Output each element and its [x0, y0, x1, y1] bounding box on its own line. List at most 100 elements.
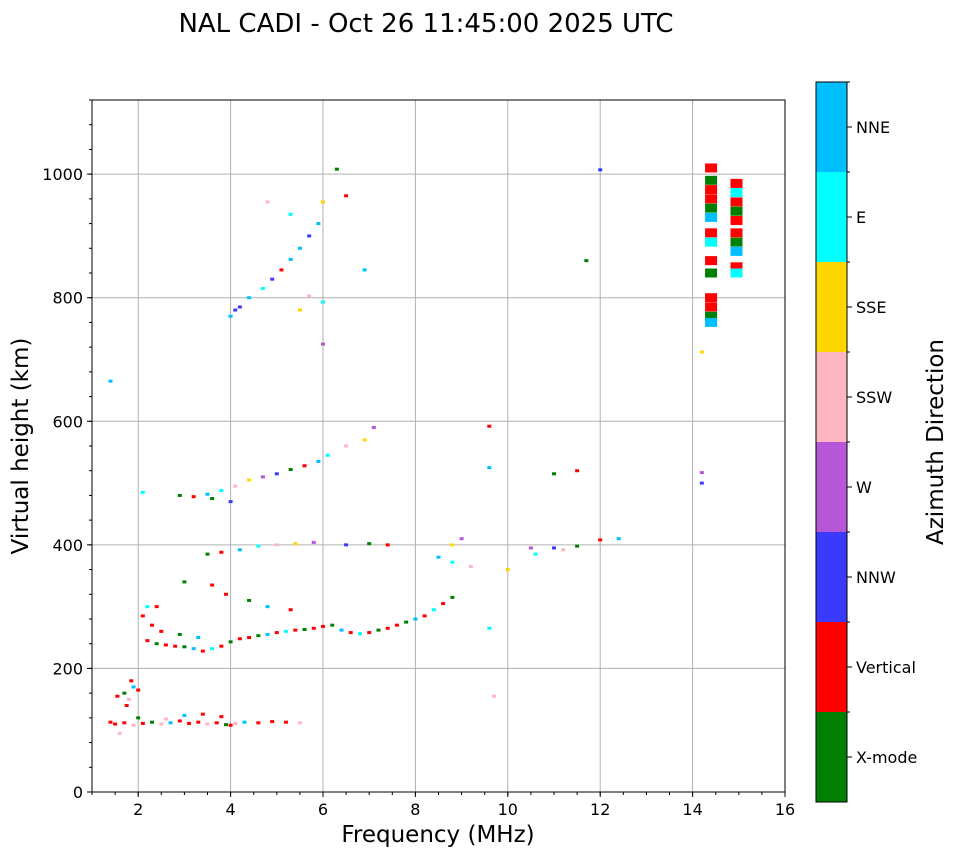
- echo-point: [321, 342, 325, 346]
- echo-point: [367, 631, 372, 635]
- echo-point: [163, 643, 168, 647]
- echo-point: [552, 546, 556, 550]
- echo-point: [705, 268, 718, 278]
- echo-point: [705, 228, 718, 238]
- echo-point: [705, 256, 718, 266]
- echo-point: [205, 492, 210, 496]
- echo-point: [367, 542, 372, 546]
- y-axis-label: Virtual height (km): [8, 338, 34, 555]
- echo-point: [150, 623, 155, 627]
- colorbar-tick-label: W: [856, 478, 872, 497]
- echo-point: [321, 624, 325, 628]
- echo-point: [228, 500, 233, 504]
- echo-point: [288, 467, 293, 471]
- echo-point: [699, 481, 704, 485]
- echo-point: [339, 628, 344, 632]
- echo-point: [487, 626, 492, 630]
- echo-point: [191, 495, 196, 499]
- echo-point: [575, 469, 580, 473]
- echo-point: [321, 200, 325, 204]
- echo-point: [385, 543, 390, 547]
- echo-point: [533, 552, 538, 556]
- echo-point: [699, 471, 704, 475]
- echo-point: [223, 723, 228, 727]
- echo-point: [219, 488, 224, 492]
- echo-point: [450, 560, 455, 564]
- echo-point: [730, 215, 743, 225]
- echo-point: [168, 721, 173, 725]
- colorbar-segment: [816, 442, 847, 532]
- echo-point: [210, 497, 215, 501]
- echo-point: [177, 493, 182, 497]
- echo-point: [265, 605, 270, 609]
- echo-point: [233, 484, 238, 488]
- y-axis: 0 200 400 600 800 1000: [42, 99, 92, 802]
- colorbar: X-mode Vertical NNW W SSW SSE E NNE: [815, 81, 917, 803]
- echo-point: [413, 617, 418, 621]
- echo-point: [145, 639, 150, 643]
- x-tick-label: 10: [498, 800, 518, 819]
- echo-point: [422, 614, 427, 618]
- echo-point: [705, 194, 718, 204]
- echo-point: [136, 688, 141, 692]
- echo-point: [705, 203, 718, 213]
- echo-point: [140, 721, 145, 725]
- echo-point: [113, 722, 118, 726]
- x-tick-label: 8: [410, 800, 420, 819]
- echo-point: [491, 694, 496, 698]
- echo-point: [140, 490, 145, 494]
- echo-point: [247, 598, 252, 602]
- echo-point: [344, 543, 349, 547]
- echo-point: [371, 425, 376, 429]
- echo-point: [293, 628, 298, 632]
- echo-point: [699, 350, 704, 354]
- echo-point: [131, 723, 136, 727]
- echo-point: [182, 713, 187, 717]
- echo-point: [468, 564, 473, 568]
- echo-point: [136, 716, 141, 720]
- echo-point: [131, 685, 136, 689]
- echo-point: [325, 453, 330, 457]
- y-tick-label: 600: [52, 412, 83, 431]
- chart-title: NAL CADI - Oct 26 11:45:00 2025 UTC: [178, 9, 673, 39]
- colorbar-tick-label: X-mode: [856, 748, 917, 767]
- echo-point: [270, 720, 275, 724]
- echo-point: [297, 246, 302, 250]
- echo-point: [730, 268, 743, 278]
- echo-point: [584, 259, 589, 263]
- echo-point: [705, 212, 718, 222]
- echo-point: [210, 647, 215, 651]
- echo-point: [108, 379, 113, 383]
- colorbar-tick-label: NNW: [856, 568, 896, 587]
- x-axis-label: Frequency (MHz): [341, 822, 534, 848]
- echo-point: [705, 311, 718, 321]
- echo-point: [311, 626, 316, 630]
- echo-point: [450, 543, 455, 547]
- echo-point: [316, 222, 321, 226]
- colorbar-segment: [816, 532, 847, 622]
- echo-point: [598, 538, 603, 542]
- echo-points: [108, 163, 743, 735]
- echo-point: [334, 167, 339, 171]
- echo-point: [705, 175, 718, 185]
- x-tick-label: 2: [133, 800, 143, 819]
- echo-point: [297, 308, 302, 312]
- echo-point: [233, 308, 238, 312]
- echo-point: [191, 647, 196, 651]
- echo-point: [505, 568, 510, 572]
- echo-point: [487, 424, 492, 428]
- echo-point: [487, 466, 492, 470]
- echo-point: [274, 472, 279, 476]
- colorbar-segment: [816, 622, 847, 712]
- echo-point: [730, 188, 743, 198]
- echo-point: [288, 212, 293, 216]
- echo-point: [163, 717, 168, 721]
- echo-point: [575, 544, 580, 548]
- x-axis: 2 4 6 8 10 12 14 16: [91, 792, 795, 819]
- x-tick-label: 4: [226, 800, 236, 819]
- echo-point: [233, 721, 238, 725]
- echo-point: [561, 548, 566, 552]
- y-tick-label: 0: [73, 783, 83, 802]
- echo-point: [256, 544, 261, 548]
